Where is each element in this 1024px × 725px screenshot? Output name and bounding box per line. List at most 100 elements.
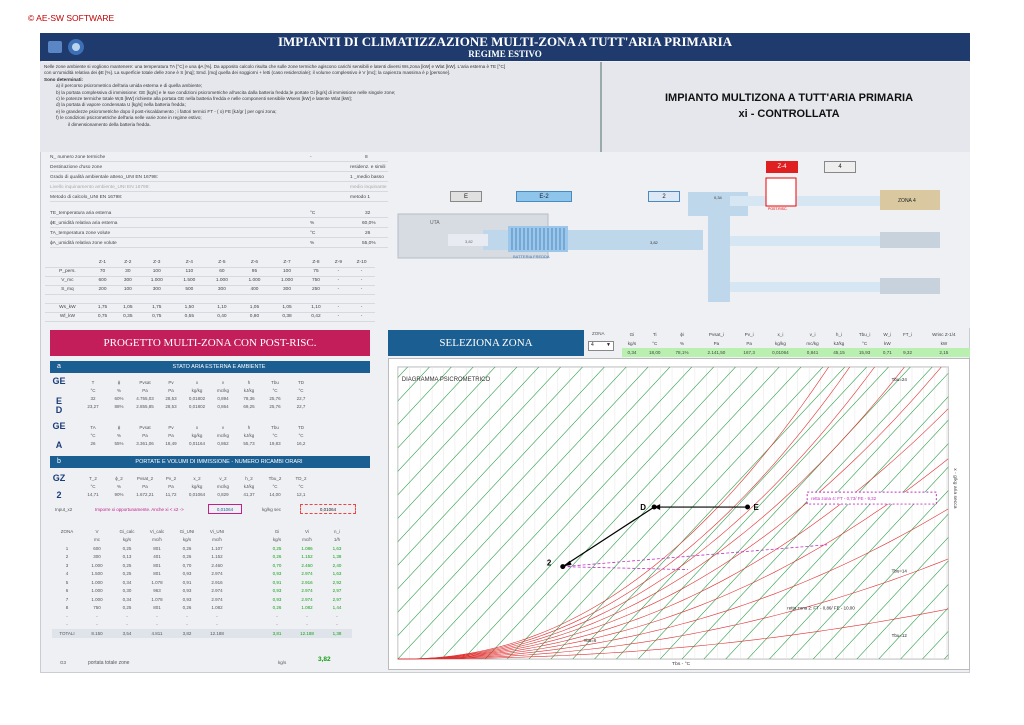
- point-d-label: D: [640, 503, 646, 512]
- params-panel: N_ numero zone termiche -8 Destinazione d…: [40, 152, 405, 328]
- param-row: N_ numero zone termiche -8: [50, 154, 405, 162]
- zone4-red-button[interactable]: Z-4: [766, 161, 798, 173]
- e-button[interactable]: E: [450, 191, 482, 202]
- zone-dropdown[interactable]: 4 ▼: [588, 341, 614, 351]
- e-label: E: [55, 396, 62, 406]
- svg-text:UTA: UTA: [430, 220, 440, 226]
- table-row: ---------: [66, 613, 338, 619]
- intro-item: f) le condizioni psicrometriche dell'ari…: [56, 115, 202, 121]
- enthalpy-line: [856, 560, 949, 660]
- intro-p3: Sono determinati:: [44, 76, 84, 82]
- chart-title: DIAGRAMMA PSICROMETRICO: [402, 377, 491, 383]
- input-x-result: 0,01064: [300, 504, 356, 514]
- total-value: 3,82: [318, 656, 331, 663]
- table-row: TOTALI 8.150 3,54 4.811 3,82 12.188 3,81 12.188…: [52, 629, 352, 638]
- enthalpy-line: [397, 366, 562, 543]
- param-row: Destinazione d'uso zone residenz. e simil…: [50, 164, 405, 172]
- input-x-field[interactable]: 0,01064: [208, 504, 242, 514]
- tbu-label: Tbu=12: [892, 633, 908, 638]
- zone-input-table: Z-1 Z-2 Z-3 Z-4 Z-5 Z-6 Z-7 Z-8 Z-9 Z-10 P_pers. 7…: [45, 258, 375, 322]
- enthalpy-line: [397, 366, 474, 449]
- point-2-label: 2: [547, 559, 552, 568]
- enthalpy-line: [791, 490, 949, 660]
- tbu-label: Tbu=6: [584, 638, 597, 643]
- e2-button[interactable]: E-2: [516, 191, 572, 202]
- table-row: 26 55% 3.361,06 18,49 0,01164 0,862 55,73 19,83…: [90, 440, 306, 446]
- enthalpy-line: [638, 366, 911, 660]
- table-row: 2 300 0,13 401 0,26 1.152 0,26 1.152 1,38: [65, 554, 342, 560]
- table-row: 3 1.000 0,25 801 0,70 2.460 0,70 2.460 2,40: [65, 562, 342, 568]
- d-label: D: [55, 405, 63, 415]
- tbu-label: Tbu=24: [892, 377, 908, 382]
- enthalpy-line: [506, 366, 780, 660]
- grid-lines: [397, 358, 970, 660]
- section-b-title: PORTATE E VOLUMI DI IMMISSIONE - NUMERO …: [68, 456, 370, 468]
- point-e-label: E: [754, 503, 759, 512]
- section-b-label: b: [50, 456, 68, 468]
- gz-label: GZ: [52, 473, 66, 483]
- enthalpy-line: [441, 366, 715, 660]
- enthalpy-line: [550, 366, 824, 660]
- enthalpy-line: [397, 366, 605, 590]
- brand-label: © AE-SW SOFTWARE: [28, 13, 115, 23]
- rh-curve: [397, 608, 949, 660]
- enthalpy-line: [878, 583, 949, 660]
- table-row: 32 60% 4.755,03 28,53 0,01802 0,894 78,36 25,76…: [90, 395, 306, 401]
- param-row: Metodo di calcolo_UNI EN 16798: metodo 1: [50, 194, 405, 202]
- page-subtitle: REGIME ESTIVO: [468, 49, 542, 59]
- enthalpy-line: [397, 366, 496, 472]
- table-row: ---------: [66, 622, 338, 628]
- intro-item: b) la portata complessiva di immissione:…: [56, 89, 396, 95]
- a-label: A: [55, 440, 63, 450]
- seleziona-header: SELEZIONA ZONA: [388, 330, 584, 356]
- plant-diagram: UTA BATTERIA FREDDA 3,82 ZONA 4 POST.RIS…: [388, 152, 970, 328]
- intro-p2: con un'umidità relativa dei ϕE [%]. La s…: [44, 70, 451, 76]
- ga-label: GE: [52, 421, 66, 431]
- table-row: 14,71 90% 1.672,21 11,72 0,01064 0,829 41,37 14…: [87, 491, 306, 497]
- psychrometric-chart: DIAGRAMMA PSICROMETRICO Tbs - °C x - g/k…: [388, 358, 970, 670]
- enthalpy-line: [397, 366, 518, 496]
- enthalpy-line: [528, 366, 802, 660]
- plant-title-box: IMPIANTO MULTIZONA A TUTT'ARIA PRIMARIA …: [600, 62, 970, 152]
- table-row: P_pers. 70 30 100 110 60 95 100 75- -: [45, 267, 375, 277]
- enthalpy-line: [966, 358, 970, 659]
- zone4-button[interactable]: 4: [824, 161, 856, 173]
- input-hint: Imporre xi opportunamente. Anche xi < x2…: [95, 507, 184, 512]
- enthalpy-line: [834, 537, 949, 660]
- enthalpy-line: [463, 366, 736, 660]
- intro-item: d) la portata di vapore condensata U [kg…: [56, 102, 186, 108]
- plant-subtitle: xi - CONTROLLATA: [738, 108, 840, 120]
- rh-curve: [397, 366, 830, 660]
- intro-item: il dimensionamento della batteria fredda…: [68, 121, 151, 127]
- section-a-title: STATO ARIA ESTERNA E AMBIENTE: [68, 361, 370, 373]
- x-axis-label: Tbs - °C: [672, 661, 691, 667]
- title-bar: IMPIANTI DI CLIMATIZZAZIONE MULTI-ZONA A…: [40, 33, 970, 61]
- ge-label: GE: [52, 376, 66, 386]
- zone2-button[interactable]: 2: [648, 191, 680, 202]
- zona-label: ZONA: [592, 331, 605, 336]
- enthalpy-line: [397, 366, 627, 613]
- rh-curve: [397, 366, 851, 660]
- table-row: 23,27 88% 2.855,85 28,53 0,01802 0,864 69,25 25…: [87, 403, 306, 409]
- enthalpy-line: [594, 366, 868, 660]
- ga-table: TA ϕ Pvsat Pv x v h Tbu TD °C% Pa Pa kg/kg mc/kg kJ/k…: [80, 423, 314, 447]
- gz-table: T_2 ϕ_2 Pvsat_2 Pv_2 x_2 v_2 h_2 Tbu_2 TD_2 °C% P…: [80, 474, 314, 498]
- param-row: TE_temperatura aria esterna °C 32: [50, 210, 405, 218]
- table-row: 5 1.000 0,34 1.078 0,91 2.916 0,91 2.916 2,92: [65, 579, 342, 585]
- input-x-label: Input_x2: [55, 507, 73, 512]
- table-row: 6 1.000 0,30 963 0,93 2.974 0,93 2.974 2,97: [65, 588, 342, 594]
- rh-curve: [397, 366, 905, 660]
- rh-curve: [397, 558, 949, 660]
- table-row: 8 750 0,25 801 0,26 1.082 0,26 1.082 1,44: [65, 605, 342, 611]
- intro-p1: Nelle zone ambiente si vogliono mantener…: [44, 64, 506, 69]
- enthalpy-line: [397, 366, 671, 660]
- svg-text:POST.RISC.: POST.RISC.: [768, 207, 787, 211]
- enthalpy-line: [397, 366, 452, 425]
- enthalpy-line: [397, 366, 649, 637]
- two-label: 2: [56, 490, 62, 500]
- rh-curve: [397, 366, 942, 660]
- section-a-label: a: [50, 361, 68, 373]
- enthalpy-line: [812, 513, 949, 660]
- enthalpy-line: [572, 366, 846, 660]
